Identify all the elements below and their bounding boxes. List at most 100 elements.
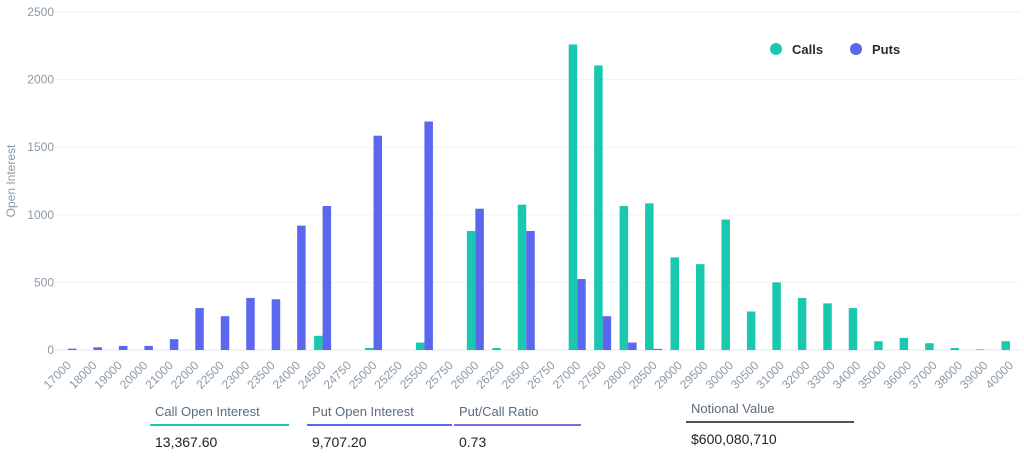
bar-puts xyxy=(424,121,433,351)
bar-puts xyxy=(271,299,281,350)
x-tick-label: 21000 xyxy=(142,358,176,392)
legend-label-puts: Puts xyxy=(872,42,900,57)
bar-puts xyxy=(246,297,255,350)
stat-value: 0.73 xyxy=(459,434,487,450)
x-tick-label: 26250 xyxy=(473,358,507,392)
bar-calls xyxy=(797,297,807,350)
bar-puts xyxy=(653,348,663,350)
bar-puts xyxy=(322,206,332,350)
x-tick-label: 23500 xyxy=(244,358,278,392)
x-tick-label: 28000 xyxy=(601,358,635,392)
bar-calls xyxy=(823,303,832,350)
bar-puts xyxy=(93,347,102,350)
stat-put-call-ratio: Put/Call Ratio 0.73 xyxy=(454,404,581,450)
bar-calls xyxy=(492,347,501,350)
bar-calls xyxy=(848,308,858,350)
x-tick-label: 29000 xyxy=(652,358,686,392)
bar-calls xyxy=(365,347,374,350)
y-tick-label: 1500 xyxy=(27,140,54,154)
stat-label: Call Open Interest xyxy=(150,404,289,426)
bar-calls xyxy=(645,203,654,350)
legend-marker-puts xyxy=(850,43,862,55)
stat-value: 13,367.60 xyxy=(155,434,218,450)
x-tick-label: 27000 xyxy=(550,358,584,392)
bar-puts xyxy=(475,208,484,350)
bar-calls xyxy=(772,282,781,350)
x-tick-label: 24000 xyxy=(270,358,304,392)
bar-calls xyxy=(594,65,603,351)
x-tick-label: 36000 xyxy=(881,358,915,392)
open-interest-chart: 0 500 1000 1500 2000 2500 Open Interest 1700018… xyxy=(4,5,1020,392)
x-tick-label: 20000 xyxy=(117,358,151,392)
x-tick-label: 37000 xyxy=(906,358,940,392)
bar-calls xyxy=(976,349,985,350)
x-tick-label: 32000 xyxy=(779,358,813,392)
x-tick-label: 25750 xyxy=(423,358,457,392)
legend-label-calls: Calls xyxy=(792,42,823,57)
bar-puts xyxy=(144,345,153,350)
stat-label: Put Open Interest xyxy=(307,404,452,426)
x-tick-label: 35000 xyxy=(855,358,889,392)
x-tick-label: 28500 xyxy=(626,358,660,392)
y-tick-label: 0 xyxy=(47,343,54,357)
x-tick-label: 29500 xyxy=(677,358,711,392)
x-tick-label: 39000 xyxy=(957,358,991,392)
bar-calls xyxy=(874,341,883,350)
y-tick-label: 2500 xyxy=(27,5,54,19)
bar-puts xyxy=(220,316,230,350)
y-axis-label: Open Interest xyxy=(4,144,18,217)
stat-label: Notional Value xyxy=(686,401,854,423)
x-tick-label: 19000 xyxy=(92,358,126,392)
x-tick-label: 25250 xyxy=(372,358,406,392)
stat-notional-value: Notional Value $600,080,710 xyxy=(686,401,854,447)
x-tick-label: 38000 xyxy=(932,358,966,392)
x-tick-label: 24500 xyxy=(295,358,329,392)
bar-puts xyxy=(195,308,204,350)
bar-puts xyxy=(577,279,586,350)
bar-puts xyxy=(628,342,637,350)
x-tick-label: 27500 xyxy=(575,358,609,392)
x-tick-label: 17000 xyxy=(41,358,75,392)
bar-puts xyxy=(602,316,612,350)
y-tick-label: 2000 xyxy=(27,73,54,87)
bar-calls xyxy=(517,204,527,350)
bar-calls xyxy=(466,231,476,350)
bar-calls xyxy=(1001,341,1010,350)
bar-calls xyxy=(568,44,578,350)
bar-calls xyxy=(415,342,425,350)
bar-puts xyxy=(297,225,306,350)
x-tick-label: 25000 xyxy=(346,358,380,392)
bar-calls xyxy=(670,257,680,350)
bar-puts xyxy=(526,231,535,350)
x-tick-label: 33000 xyxy=(804,358,838,392)
legend-marker-calls xyxy=(770,43,782,55)
x-tick-label: 40000 xyxy=(983,358,1017,392)
x-tick-label: 26500 xyxy=(499,358,533,392)
x-tick-label: 23000 xyxy=(219,358,253,392)
x-tick-label: 26750 xyxy=(524,358,558,392)
x-tick-label: 34000 xyxy=(830,358,864,392)
y-tick-label: 1000 xyxy=(27,208,54,222)
x-tick-label: 31000 xyxy=(753,358,787,392)
bar-calls xyxy=(314,335,323,350)
x-tick-label: 22000 xyxy=(168,358,202,392)
x-tick-label: 26000 xyxy=(448,358,482,392)
bar-calls xyxy=(695,264,705,350)
x-tick-label: 25500 xyxy=(397,358,431,392)
x-tick-label: 30000 xyxy=(703,358,737,392)
x-tick-label: 22500 xyxy=(193,358,227,392)
y-tick-label: 500 xyxy=(34,275,54,289)
stat-put-open-interest: Put Open Interest 9,707.20 xyxy=(307,404,452,450)
x-tick-label: 24750 xyxy=(321,358,355,392)
bar-calls xyxy=(950,347,960,350)
stat-label: Put/Call Ratio xyxy=(454,404,581,426)
bar-calls xyxy=(746,311,756,350)
bar-calls xyxy=(899,337,909,350)
bar-calls xyxy=(619,206,629,350)
bar-puts xyxy=(68,348,77,350)
x-tick-label: 18000 xyxy=(66,358,100,392)
bar-calls xyxy=(721,219,730,350)
stat-call-open-interest: Call Open Interest 13,367.60 xyxy=(150,404,289,450)
stat-value: 9,707.20 xyxy=(312,434,367,450)
stat-value: $600,080,710 xyxy=(691,431,777,447)
